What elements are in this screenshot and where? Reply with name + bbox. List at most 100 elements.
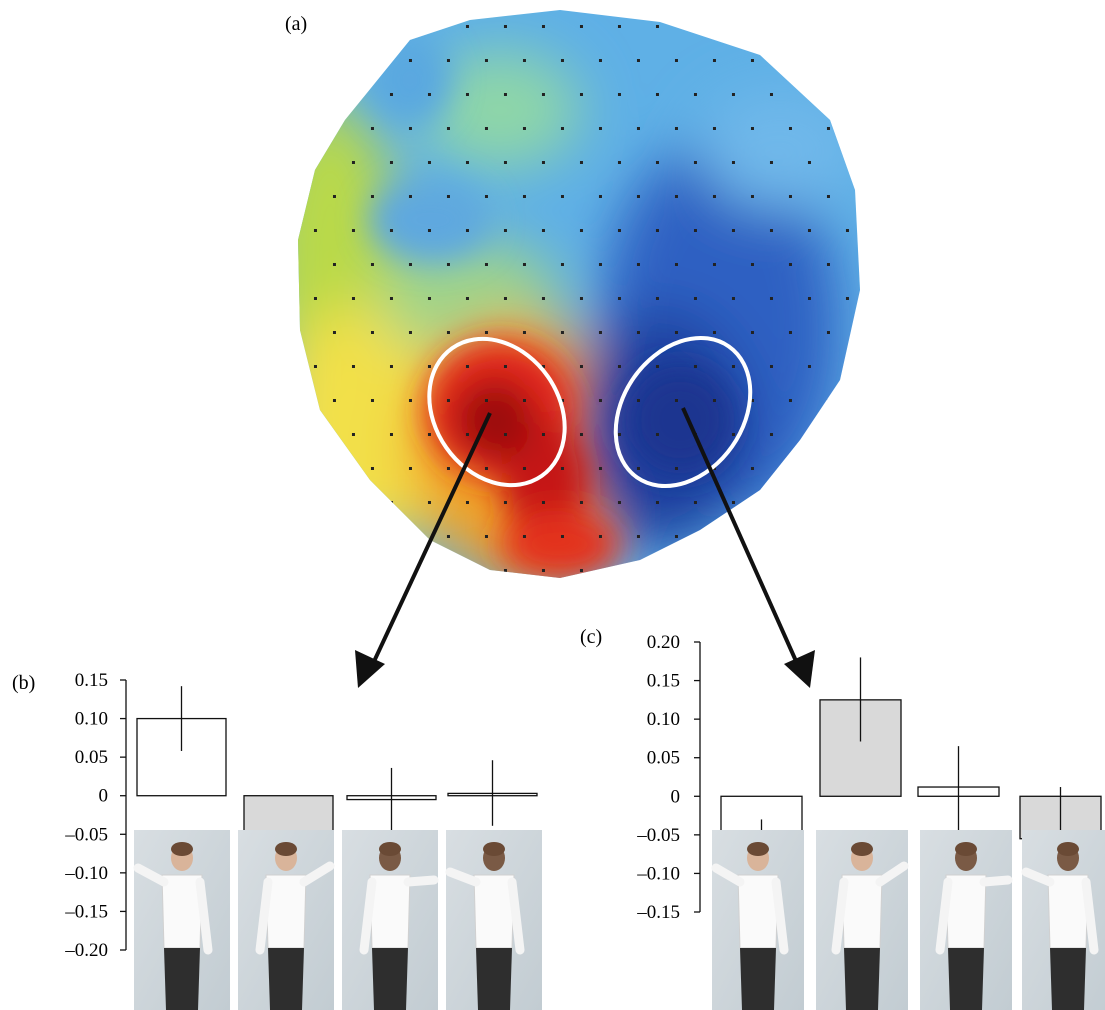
electrode-dot [484,127,488,130]
electrode-dot [750,399,754,402]
pose-images-b [133,830,542,1010]
electrode-dot [427,365,431,368]
electrode-dot [788,59,792,62]
electrode-dot [446,331,450,334]
electrode-dot [750,59,754,62]
electrode-dot [845,569,849,572]
electrode-dot [313,161,317,164]
electrode-dot [313,365,317,368]
electrode-dot [655,297,659,300]
electrode-dot [636,263,640,266]
electrode-dot [655,25,659,28]
electrode-dot [617,501,621,504]
electrode-dot [465,433,469,436]
electrode-dot [446,467,450,470]
electrode-dot [865,467,868,470]
electrode-dot [427,569,431,572]
arrow-to-panel-c [681,407,815,688]
electrode-dot [351,433,355,436]
electrode-dot [598,331,602,334]
electrode-dot [731,433,735,436]
electrode-dot [845,161,849,164]
electrode-dot [712,195,716,198]
electrode-dot [351,25,355,28]
electrode-dot [769,433,773,436]
panel-b-label: (b) [12,672,35,694]
electrode-dot [788,399,792,402]
electrode-dot [503,569,507,572]
electrode-dot [579,297,583,300]
electrode-dot [484,399,488,402]
electrode-dot [389,433,393,436]
electrode-dot [389,93,393,96]
electrode-dot [579,25,583,28]
electrode-dot [845,433,849,436]
electrode-dot [693,297,697,300]
electrode-dot [484,195,488,198]
electrode-dot [427,433,431,436]
electrode-dot [503,161,507,164]
electrode-dot [636,535,640,538]
electrode-dot [370,263,374,266]
electrode-dot [788,331,792,334]
electrode-dot [769,569,773,572]
electrode-dot [845,25,849,28]
electrode-dot [655,569,659,572]
electrode-dot [446,59,450,62]
electrode-dot [484,263,488,266]
electrode-dot [617,229,621,232]
chart-panel-c: 0.20 0.15 0.10 0.05 0 –0.05 –0.10 –0.15 [636,632,1102,923]
electrode-dot [807,297,811,300]
electrode-dot [865,331,868,334]
electrode-dot [826,59,830,62]
electrode-dot [674,59,678,62]
electrode-dot [693,569,697,572]
electrode-dot [598,127,602,130]
y-tick-label: –0.15 [636,902,680,923]
electrode-dot [503,365,507,368]
electrode-dot [370,399,374,402]
electrode-dot [503,93,507,96]
electrode-dot [484,331,488,334]
y-tick-label: 0.05 [647,748,680,769]
electrode-dot [465,297,469,300]
electrode-dot [617,161,621,164]
electrode-dot [617,433,621,436]
y-tick-label: 0.10 [75,709,108,730]
electrode-dot [560,263,564,266]
electrode-dot [636,59,640,62]
electrode-dot [826,127,830,130]
pose-photo-3 [342,830,439,1010]
electrode-dot [313,93,317,96]
electrode-dot [389,25,393,28]
electrode-dot [617,25,621,28]
electrode-dot [313,433,317,436]
electrode-dot [655,161,659,164]
electrode-dot [731,229,735,232]
electrode-dot [541,569,545,572]
electrode-dot [332,467,336,470]
electrode-dot [446,195,450,198]
electrode-dot [750,195,754,198]
electrode-dot [370,467,374,470]
electrode-dot [522,535,526,538]
electrode-dot [389,365,393,368]
y-tick-label: 0.20 [647,632,680,653]
electrode-dot [674,195,678,198]
electrode-dot [674,263,678,266]
electrode-dot [579,229,583,232]
electrode-dot [826,195,830,198]
electrode-dot [598,399,602,402]
electrode-dot [389,569,393,572]
electrode-dot [522,127,526,130]
electrode-dot [769,93,773,96]
electrode-dot [370,59,374,62]
electrode-dot [503,297,507,300]
electrode-dot [446,399,450,402]
electrode-dot [769,229,773,232]
electrode-dot [560,399,564,402]
electrode-dot [826,331,830,334]
electrode-dot [351,501,355,504]
electrode-dot [712,127,716,130]
y-tick-label: –0.05 [636,825,680,846]
